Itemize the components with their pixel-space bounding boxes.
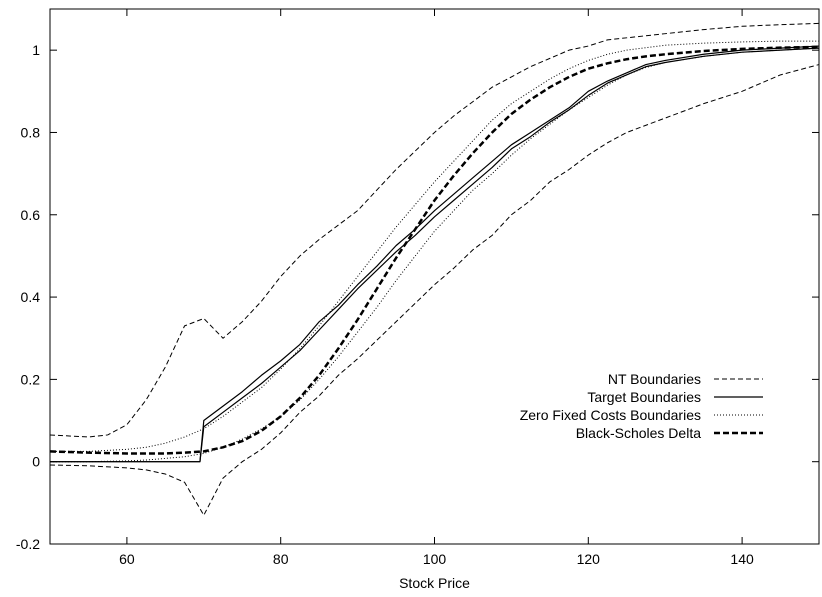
zero-fixed-costs-boundaries-line-2	[50, 47, 820, 463]
x-tick-label: 80	[273, 551, 289, 567]
x-tick-label: 120	[577, 551, 601, 567]
legend-label-black-scholes-delta: Black-Scholes Delta	[576, 425, 701, 441]
x-axis-title: Stock Price	[399, 575, 470, 591]
ticks: 60 80 100 120 140 -0.2 0 0.2 0.4 0.6 0.8 1	[16, 9, 819, 567]
nt-boundaries-line-1	[49, 22, 820, 438]
legend: NT Boundaries Target Boundaries Zero Fixed…	[520, 371, 763, 441]
x-tick-label: 100	[423, 551, 447, 567]
target-boundaries-line-2	[50, 47, 820, 463]
x-tick-label: 140	[730, 551, 754, 567]
plot-frame	[49, 8, 820, 545]
nt-boundaries-line-2	[49, 64, 820, 516]
y-tick-label: 0	[32, 454, 40, 470]
y-tick-label: 0.4	[21, 289, 41, 305]
y-tick-label: 0.8	[21, 124, 41, 140]
y-tick-label: 0.2	[21, 371, 41, 387]
legend-label-zero-fixed-costs-boundaries: Zero Fixed Costs Boundaries	[520, 407, 701, 423]
series-black-scholes-delta	[49, 45, 820, 455]
series-layer	[49, 22, 820, 516]
legend-label-nt-boundaries: NT Boundaries	[608, 371, 701, 387]
target-boundaries-line-1	[50, 45, 820, 463]
series-nt-boundaries	[49, 22, 820, 516]
legend-label-target-boundaries: Target Boundaries	[587, 389, 701, 405]
black-scholes-delta-line-1	[49, 45, 820, 455]
series-zero-fixed-costs-boundaries	[50, 40, 820, 463]
y-tick-label: -0.2	[16, 536, 40, 552]
x-tick-label: 60	[119, 551, 135, 567]
zero-fixed-costs-boundaries-line-1	[50, 40, 819, 452]
series-target-boundaries	[50, 45, 820, 463]
y-tick-label: 1	[32, 42, 40, 58]
y-tick-label: 0.6	[21, 207, 41, 223]
